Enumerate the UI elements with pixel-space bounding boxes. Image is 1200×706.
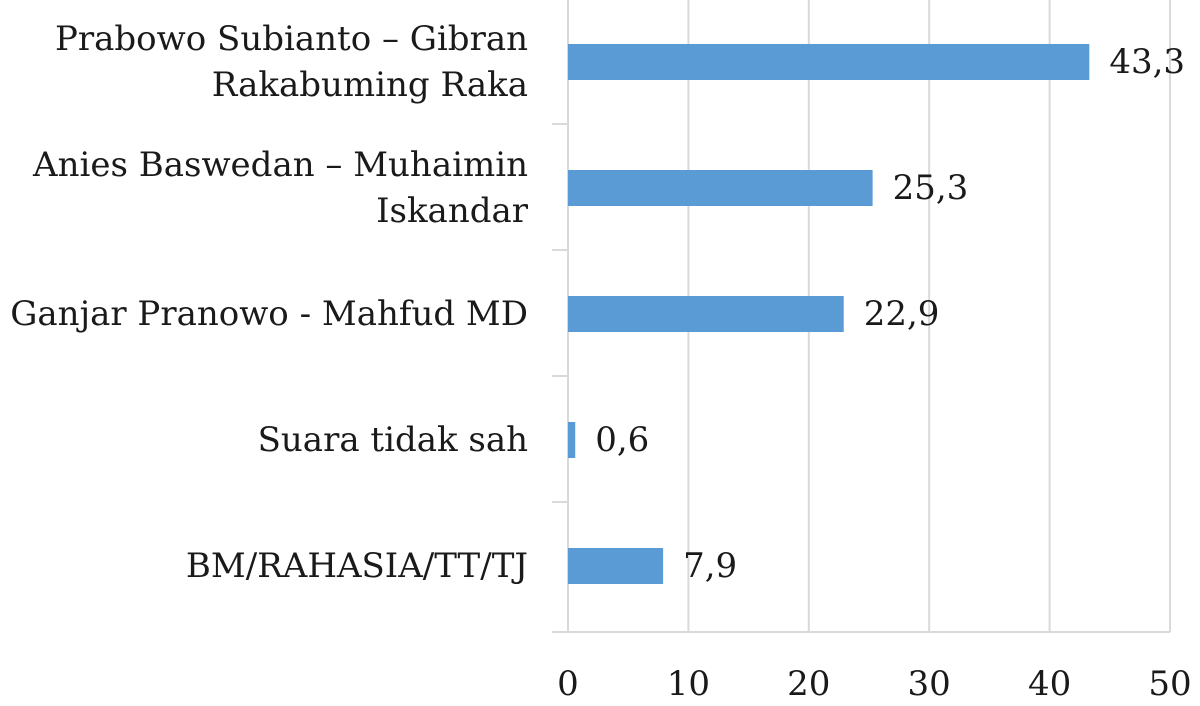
bar: [568, 422, 576, 458]
category-label: Suara tidak sah: [0, 417, 528, 463]
x-tick-label: 20: [787, 664, 831, 704]
bar: [568, 296, 844, 332]
data-label: 25,3: [892, 168, 969, 208]
data-label: 0,6: [595, 420, 650, 460]
x-tick-label: 0: [557, 664, 579, 704]
category-label-line: Anies Baswedan – Muhaimin: [33, 145, 528, 185]
category-label-line: BM/RAHASIA/TT/TJ: [185, 546, 528, 586]
data-label: 43,3: [1109, 42, 1186, 82]
bar: [568, 44, 1090, 80]
category-label: Prabowo Subianto – Gibran Rakabuming Raka: [0, 16, 528, 108]
bar: [568, 170, 873, 206]
x-tick-label: 30: [907, 664, 951, 704]
data-label: 22,9: [863, 294, 940, 334]
bar: [568, 548, 664, 584]
x-tick-label: 50: [1148, 664, 1192, 704]
category-label-line: Prabowo Subianto – Gibran: [55, 19, 528, 59]
category-label-line: Iskandar: [376, 191, 528, 231]
category-label-line: Rakabuming Raka: [211, 65, 528, 105]
category-label: Anies Baswedan – Muhaimin Iskandar: [0, 142, 528, 234]
x-tick-label: 10: [666, 664, 711, 704]
x-tick-label: 40: [1027, 664, 1072, 704]
category-label-line: Ganjar Pranowo - Mahfud MD: [10, 294, 528, 334]
data-label: 7,9: [683, 546, 738, 586]
category-label: Ganjar Pranowo - Mahfud MD: [0, 291, 528, 337]
category-label: BM/RAHASIA/TT/TJ: [0, 543, 528, 589]
category-label-line: Suara tidak sah: [257, 420, 528, 460]
